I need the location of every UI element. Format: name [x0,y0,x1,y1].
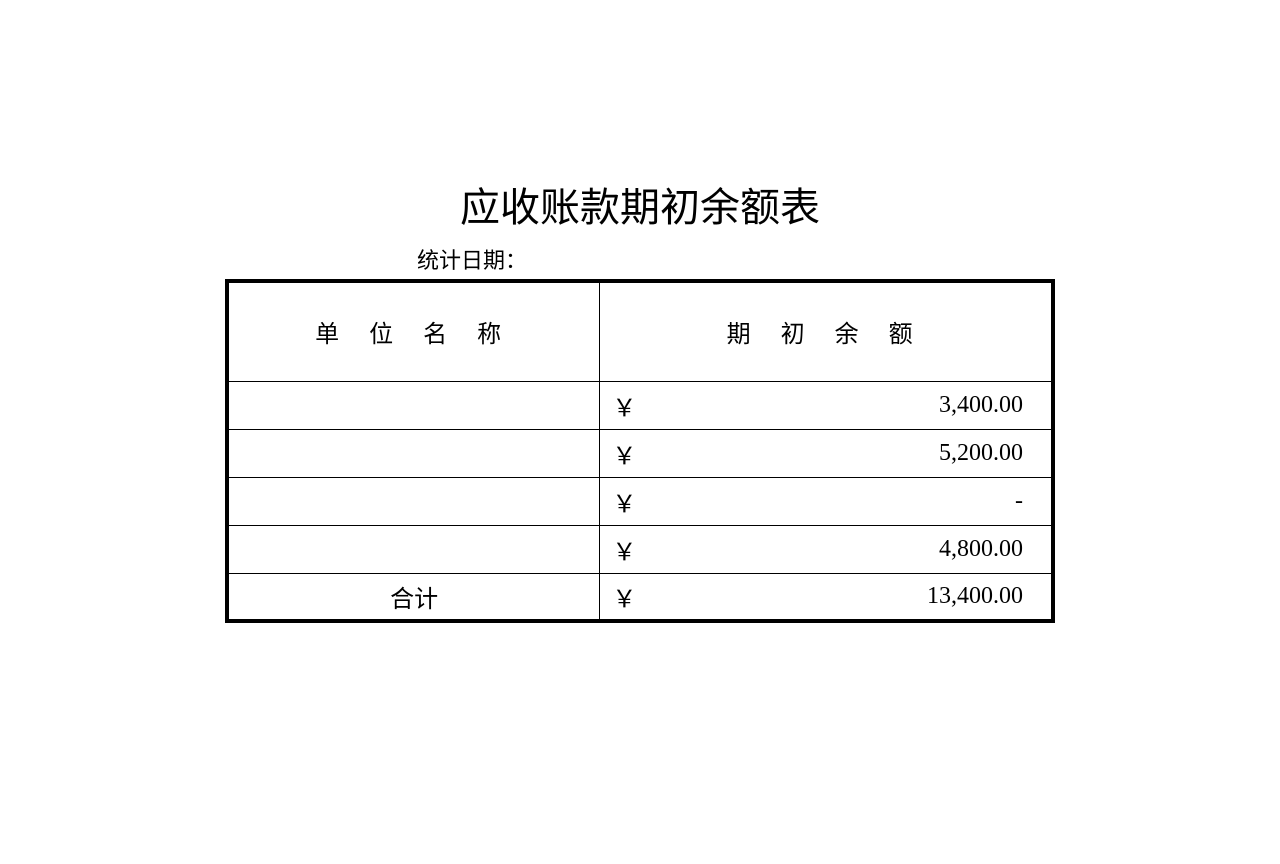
amount-value: - [1015,488,1023,515]
page-title: 应收账款期初余额表 [225,175,1055,233]
cell-amount: ￥ - [600,477,1053,525]
cell-amount: ￥ 3,400.00 [600,381,1053,429]
total-amount: ￥ 13,400.00 [600,573,1053,621]
total-label: 合计 [227,573,600,621]
table-row: ￥ 5,200.00 [227,429,1053,477]
table-row: ￥ - [227,477,1053,525]
document-container: 应收账款期初余额表 统计日期： 单 位 名 称 期 初 余 额 ￥ 3,400.… [225,175,1055,623]
cell-amount: ￥ 5,200.00 [600,429,1053,477]
currency-symbol: ￥ [612,484,636,519]
amount-value: 3,400.00 [939,392,1023,419]
table-total-row: 合计 ￥ 13,400.00 [227,573,1053,621]
column-header-amount: 期 初 余 额 [600,281,1053,381]
column-header-name: 单 位 名 称 [227,281,600,381]
cell-name [227,429,600,477]
currency-symbol: ￥ [612,388,636,423]
balance-table: 单 位 名 称 期 初 余 额 ￥ 3,400.00 ￥ [225,279,1055,623]
currency-symbol: ￥ [612,532,636,567]
cell-amount: ￥ 4,800.00 [600,525,1053,573]
table-header-row: 单 位 名 称 期 初 余 额 [227,281,1053,381]
cell-name [227,525,600,573]
currency-symbol: ￥ [612,436,636,471]
amount-value: 5,200.00 [939,440,1023,467]
table-body: ￥ 3,400.00 ￥ 5,200.00 ￥ [227,381,1053,621]
table-row: ￥ 4,800.00 [227,525,1053,573]
cell-name [227,381,600,429]
amount-value: 4,800.00 [939,536,1023,563]
table-row: ￥ 3,400.00 [227,381,1053,429]
amount-value: 13,400.00 [927,583,1023,610]
currency-symbol: ￥ [612,579,636,614]
cell-name [227,477,600,525]
date-label: 统计日期： [417,243,1055,275]
